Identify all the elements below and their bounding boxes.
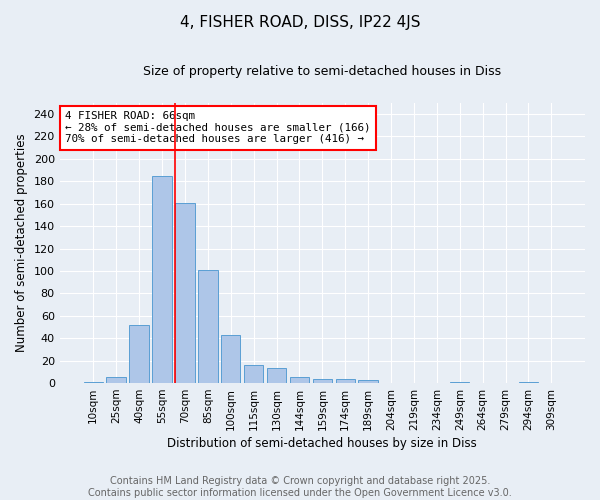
Bar	[519, 382, 538, 383]
Bar	[290, 378, 309, 383]
Bar	[335, 378, 355, 383]
Bar	[221, 335, 241, 383]
Bar	[130, 325, 149, 383]
Bar	[267, 368, 286, 383]
Text: Contains HM Land Registry data © Crown copyright and database right 2025.
Contai: Contains HM Land Registry data © Crown c…	[88, 476, 512, 498]
Text: 4 FISHER ROAD: 66sqm
← 28% of semi-detached houses are smaller (166)
70% of semi: 4 FISHER ROAD: 66sqm ← 28% of semi-detac…	[65, 111, 370, 144]
Text: 4, FISHER ROAD, DISS, IP22 4JS: 4, FISHER ROAD, DISS, IP22 4JS	[180, 15, 420, 30]
X-axis label: Distribution of semi-detached houses by size in Diss: Distribution of semi-detached houses by …	[167, 437, 477, 450]
Bar	[175, 202, 194, 383]
Bar	[83, 382, 103, 383]
Bar	[358, 380, 378, 383]
Bar	[450, 382, 469, 383]
Y-axis label: Number of semi-detached properties: Number of semi-detached properties	[15, 134, 28, 352]
Bar	[106, 378, 126, 383]
Bar	[313, 378, 332, 383]
Bar	[244, 365, 263, 383]
Title: Size of property relative to semi-detached houses in Diss: Size of property relative to semi-detach…	[143, 65, 502, 78]
Bar	[198, 270, 218, 383]
Bar	[152, 176, 172, 383]
